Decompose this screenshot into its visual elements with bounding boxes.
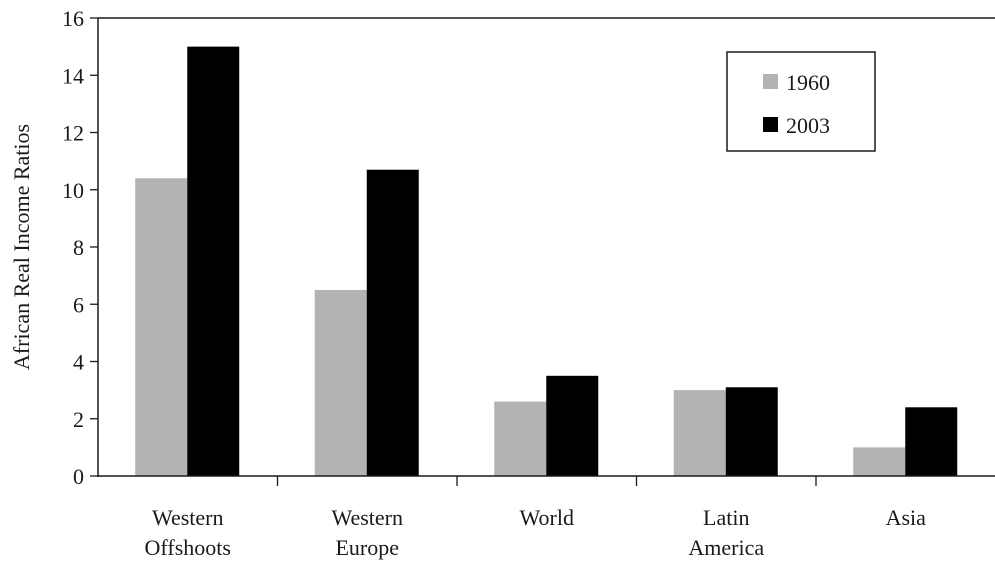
x-tick-label: Asia bbox=[886, 505, 927, 530]
y-tick-label: 14 bbox=[62, 63, 84, 88]
bar-1960-3 bbox=[673, 390, 726, 476]
bar-2003-3 bbox=[725, 387, 778, 476]
bar-2003-2 bbox=[546, 375, 599, 476]
legend-box bbox=[726, 51, 876, 152]
bar-1960-1 bbox=[314, 289, 367, 476]
y-tick-label: 10 bbox=[62, 178, 84, 203]
bar-2003-1 bbox=[366, 169, 419, 476]
y-tick-label: 6 bbox=[73, 292, 84, 317]
y-axis-label: African Real Income Ratios bbox=[9, 124, 34, 370]
x-tick-label: Western bbox=[331, 505, 403, 530]
x-tick-label: World bbox=[520, 505, 574, 530]
x-tick-label: America bbox=[688, 535, 764, 560]
y-axis-label-group: African Real Income Ratios bbox=[9, 124, 34, 370]
legend-label-2003: 2003 bbox=[786, 113, 830, 138]
bar-1960-4 bbox=[853, 447, 906, 476]
y-ticks-layer: 0 2 4 6 8 10 12 14 16 bbox=[62, 6, 98, 489]
bar-1960-0 bbox=[135, 178, 188, 477]
bar-1960-2 bbox=[494, 401, 547, 476]
legend: 1960 2003 bbox=[726, 51, 876, 152]
y-tick-label: 12 bbox=[62, 121, 84, 146]
y-tick-label: 16 bbox=[62, 6, 84, 31]
x-tick-label: Latin bbox=[703, 505, 749, 530]
legend-label-1960: 1960 bbox=[786, 70, 830, 95]
bars-layer bbox=[135, 46, 958, 477]
x-tick-label: Europe bbox=[335, 535, 399, 560]
x-tick-label: Western bbox=[152, 505, 224, 530]
legend-swatch-1960 bbox=[763, 74, 778, 89]
bar-2003-0 bbox=[187, 46, 240, 476]
y-tick-label: 4 bbox=[73, 350, 84, 375]
y-tick-label: 8 bbox=[73, 235, 84, 260]
x-tick-label: Offshoots bbox=[145, 535, 231, 560]
y-tick-label: 2 bbox=[73, 407, 84, 432]
y-tick-label: 0 bbox=[73, 464, 84, 489]
legend-swatch-2003 bbox=[763, 117, 778, 132]
x-labels-layer: Western Offshoots Western Europe World Latin A… bbox=[145, 476, 927, 560]
bar-2003-4 bbox=[905, 407, 958, 476]
